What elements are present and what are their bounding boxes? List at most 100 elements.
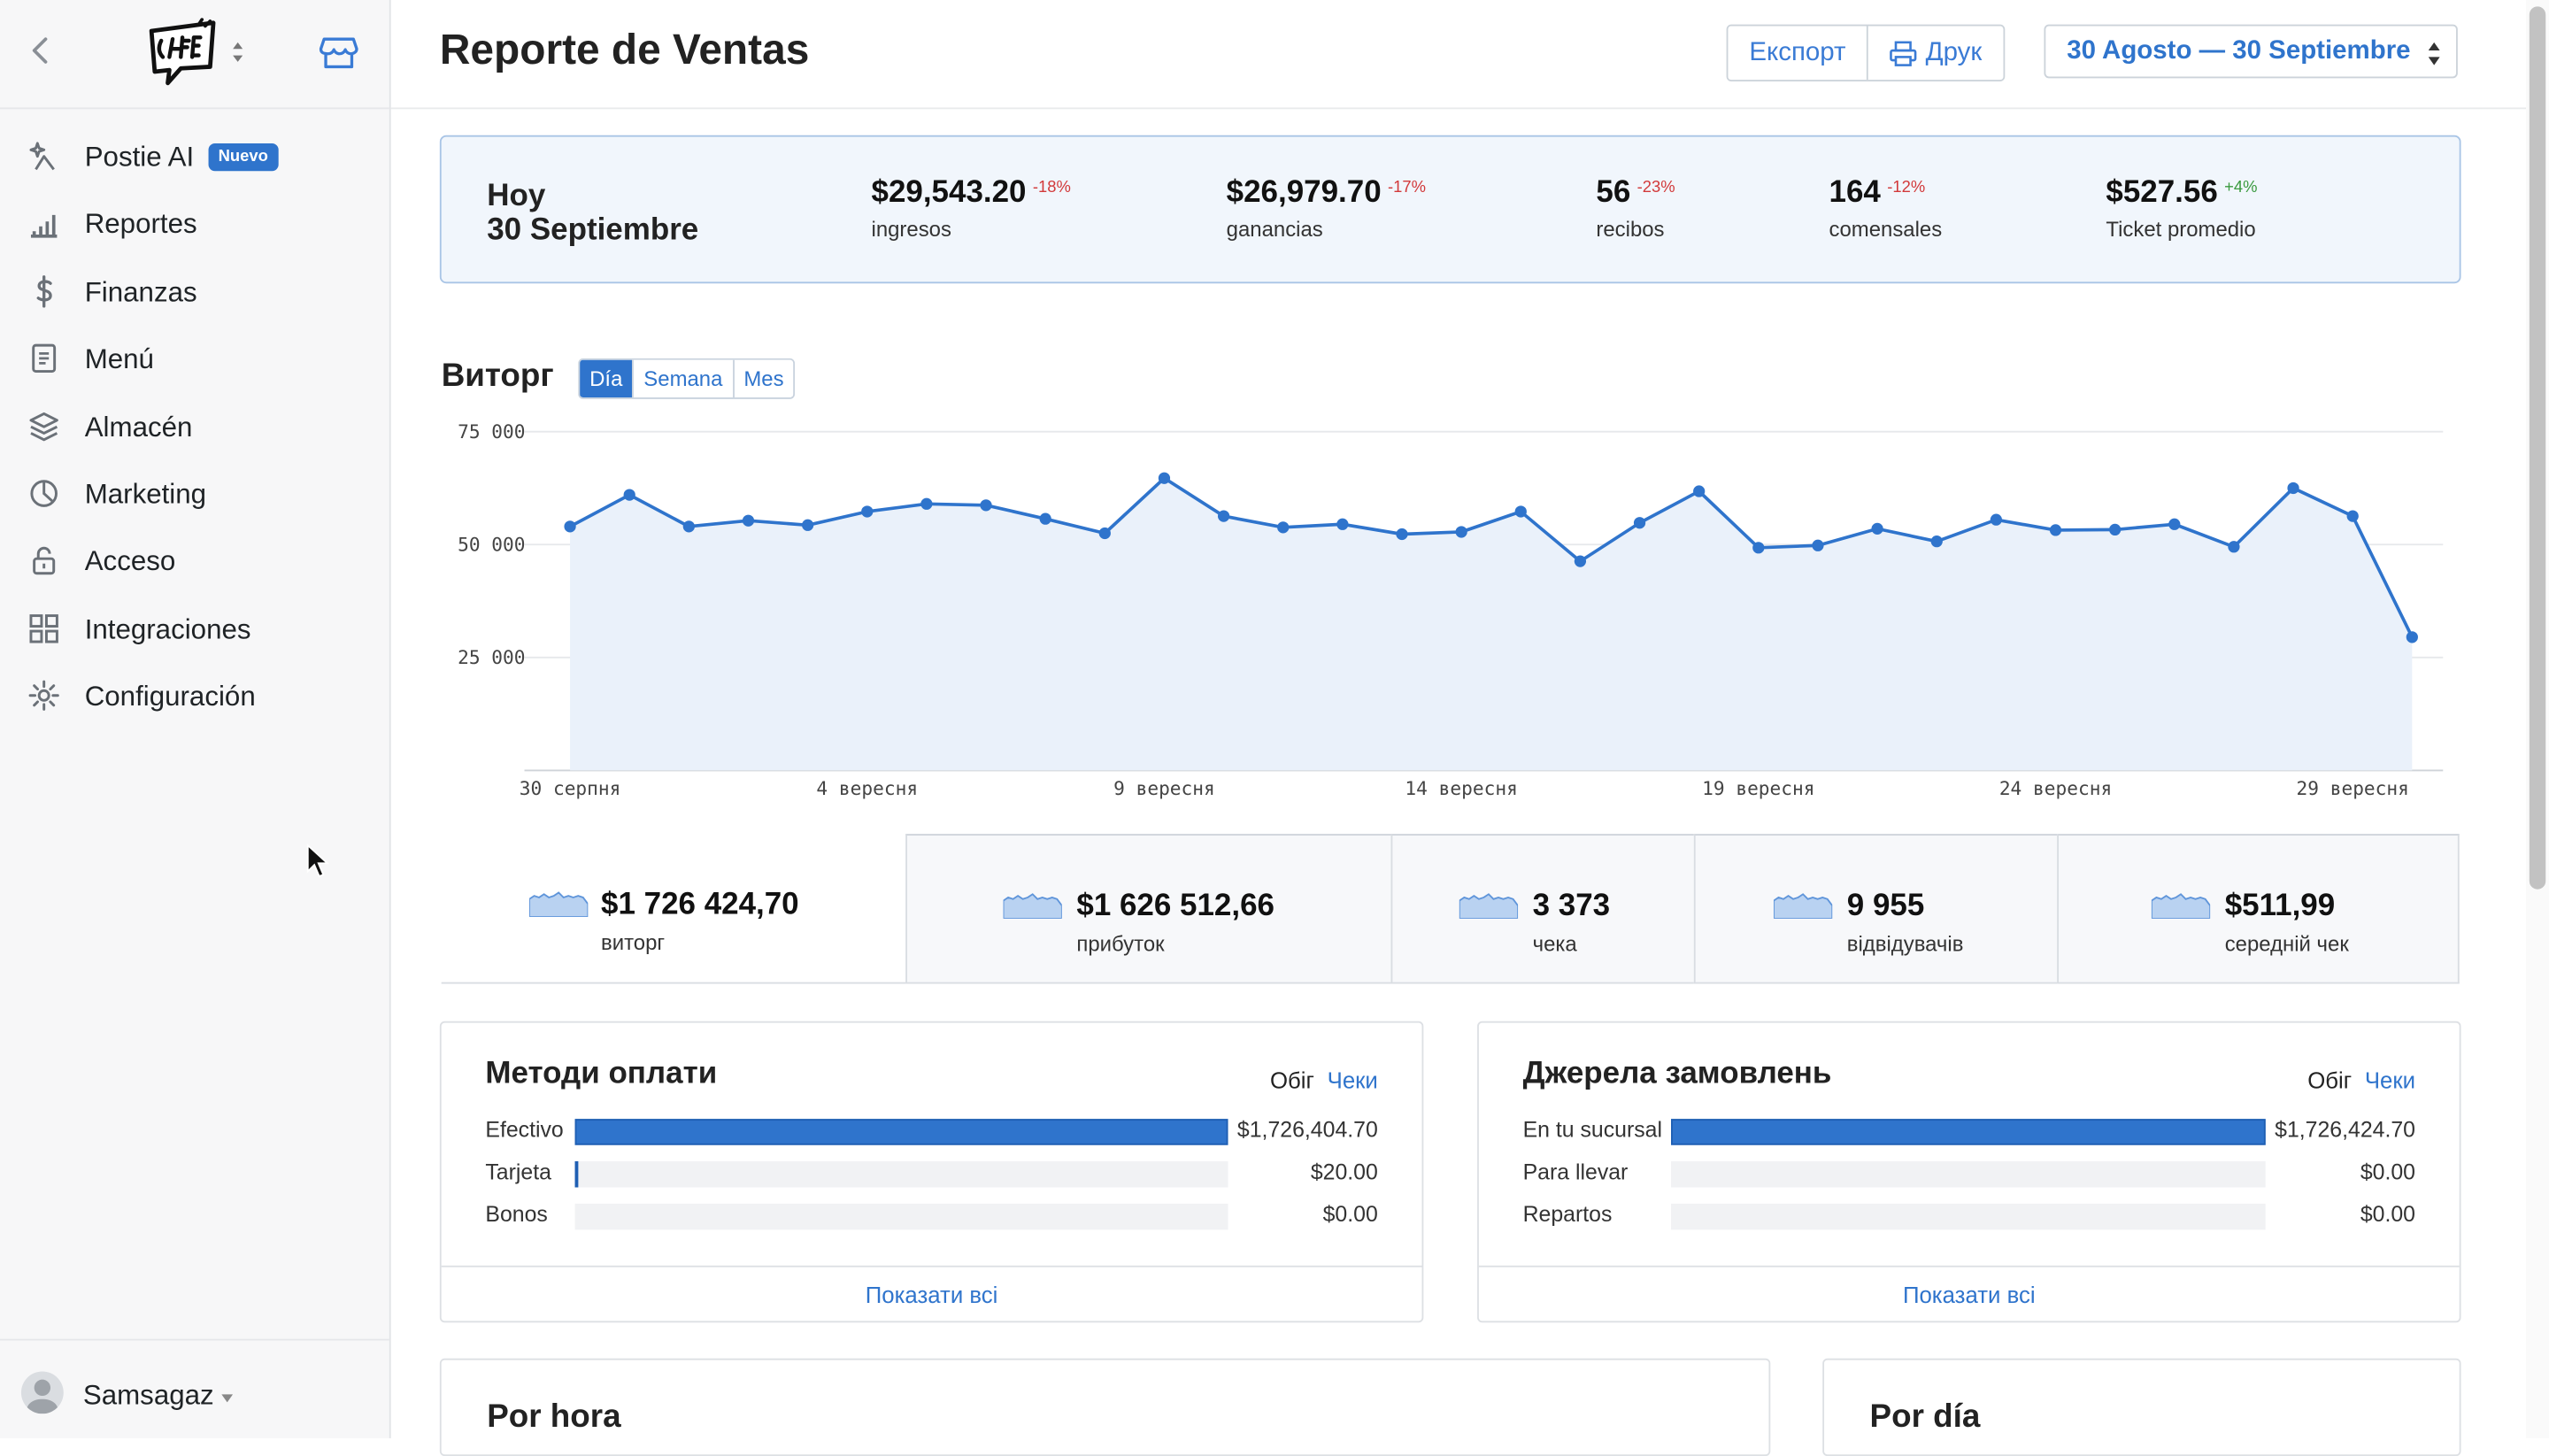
period-month-button[interactable]: Mes xyxy=(732,359,794,398)
y-tick-label: 75 000 xyxy=(458,420,525,443)
sidebar-item-postie-ai[interactable]: Postie AI Nuevo xyxy=(0,124,389,191)
show-all-button[interactable]: Показати всі xyxy=(441,1265,1422,1321)
bar-label: Para llevar xyxy=(1522,1159,1629,1184)
kpi-delta: -12% xyxy=(1887,179,1926,197)
bar-track xyxy=(574,1119,1228,1145)
date-range-select[interactable]: 30 Agosto — 30 Septiembre xyxy=(2044,24,2458,79)
avatar[interactable] xyxy=(20,1371,64,1414)
print-button[interactable]: Друк xyxy=(1867,26,2004,81)
summary-value: 3 373 xyxy=(1532,889,1611,924)
sort-caret-icon xyxy=(2428,42,2440,65)
kpi-value: 56 xyxy=(1596,175,1631,211)
store-icon[interactable] xyxy=(319,35,358,70)
tab-receipts[interactable]: Чеки xyxy=(2364,1067,2416,1093)
bar-track xyxy=(1671,1119,2266,1145)
scrollbar-thumb[interactable] xyxy=(2529,6,2546,890)
date-range-value: 30 Agosto — 30 Septiembre xyxy=(2067,36,2411,65)
sidebar-item-marketing[interactable]: Marketing xyxy=(0,461,389,528)
summary-receipts[interactable]: 3 373 чека xyxy=(1390,834,1694,984)
data-point xyxy=(1277,521,1290,534)
gear-icon xyxy=(28,680,59,712)
sidebar-item-label: Acceso xyxy=(84,546,176,578)
sidebar-header xyxy=(0,0,389,110)
x-tick-label: 30 серпня xyxy=(520,777,621,799)
summary-label: відвідувачів xyxy=(1846,931,1964,957)
cafe-logo-icon[interactable] xyxy=(145,18,220,86)
sidebar-item-label: Configuración xyxy=(84,681,256,713)
kpi-value: 164 xyxy=(1829,175,1881,211)
sparkline-icon xyxy=(1003,893,1062,919)
user-name[interactable]: Samsagaz xyxy=(82,1379,214,1411)
data-point xyxy=(1990,513,2002,526)
data-point xyxy=(1217,510,1230,522)
lock-icon xyxy=(33,547,56,575)
bar-value: $20.00 xyxy=(1310,1159,1378,1184)
sidebar-item-configuracion[interactable]: Configuración xyxy=(0,663,389,730)
kpi-ticket-promedio: $527.56 +4% Ticket promedio xyxy=(2106,176,2257,242)
bar-row: Para llevar $0.00 xyxy=(1522,1159,2415,1188)
data-point xyxy=(1098,527,1111,540)
sidebar-item-reportes[interactable]: Reportes xyxy=(0,191,389,258)
sidebar-item-finanzas[interactable]: Finanzas xyxy=(0,258,389,326)
kpi-label: ganancias xyxy=(1226,216,1323,242)
show-all-button[interactable]: Показати всі xyxy=(1478,1265,2460,1321)
bar-track xyxy=(574,1161,1228,1188)
period-day-button[interactable]: Día xyxy=(580,359,633,398)
sidebar-item-label: Finanzas xyxy=(84,276,197,308)
tab-turnover[interactable]: Обіг xyxy=(2307,1067,2353,1093)
bar-label: En tu sucursal xyxy=(1522,1117,1663,1142)
bar-label: Bonos xyxy=(485,1202,548,1227)
summary-profit[interactable]: $1 626 512,66 прибуток xyxy=(905,834,1391,984)
data-point xyxy=(2346,510,2359,522)
data-point xyxy=(920,497,933,510)
data-point xyxy=(801,519,814,531)
chevron-left-icon[interactable] xyxy=(26,33,55,68)
kpi-value: $527.56 xyxy=(2106,175,2218,211)
sort-caret-icon[interactable] xyxy=(229,39,245,65)
grid-icon xyxy=(29,613,58,643)
mouse-pointer-icon xyxy=(306,844,329,878)
revenue-line xyxy=(569,476,2414,638)
summary-value: $1 626 512,66 xyxy=(1076,889,1274,924)
printer-icon xyxy=(1890,40,1917,65)
data-point xyxy=(1871,522,1883,535)
data-point xyxy=(1574,555,1587,567)
bar-row: Bonos $0.00 xyxy=(485,1202,1378,1230)
sidebar-item-acceso[interactable]: Acceso xyxy=(0,528,389,596)
y-tick-label: 50 000 xyxy=(458,534,525,556)
summary-visitors[interactable]: 9 955 відвідувачів xyxy=(1693,834,2058,984)
print-label: Друк xyxy=(1925,38,1983,66)
kpi-delta: -18% xyxy=(1032,179,1071,197)
sidebar-item-menu[interactable]: Menú xyxy=(0,326,389,393)
tab-receipts[interactable]: Чеки xyxy=(1327,1067,1378,1093)
period-week-button[interactable]: Semana xyxy=(632,359,733,398)
user-icon xyxy=(26,1379,59,1414)
summary-label: середній чек xyxy=(2224,931,2349,957)
bar-value: $0.00 xyxy=(2360,1202,2416,1227)
sparkline-icon xyxy=(2151,893,2211,919)
order-sources-card: Джерела замовлень Обіг Чеки En tu sucursa… xyxy=(1477,1021,2461,1323)
sidebar-item-almacen[interactable]: Almacén xyxy=(0,394,389,461)
data-point xyxy=(1752,542,1765,554)
export-button[interactable]: Експорт xyxy=(1728,26,1867,81)
scrollbar[interactable] xyxy=(2526,0,2549,1438)
data-point xyxy=(1455,526,1467,538)
kpi-label: comensales xyxy=(1829,216,1943,242)
tab-turnover[interactable]: Обіг xyxy=(1270,1067,1314,1093)
data-point xyxy=(682,520,695,533)
x-tick-label: 9 вересня xyxy=(1113,777,1215,799)
card-tabs: Обіг Чеки xyxy=(1270,1067,1378,1092)
summary-average-check[interactable]: $511,99 середній чек xyxy=(2057,834,2460,984)
user-menu[interactable]: Samsagaz xyxy=(0,1338,389,1440)
data-point xyxy=(861,505,874,518)
sidebar-item-integraciones[interactable]: Integraciones xyxy=(0,596,389,663)
summary-value: $511,99 xyxy=(2224,889,2336,924)
kpi-comensales: 164 -12% comensales xyxy=(1829,176,1943,242)
kpi-ingresos: $29,543.20 -18% ingresos xyxy=(872,176,1071,242)
today-summary-panel: Hoy 30 Septiembre $29,543.20 -18% ingreso… xyxy=(439,135,2461,284)
export-print-group: Експорт Друк xyxy=(1726,24,2006,82)
bar-row: Repartos $0.00 xyxy=(1523,1202,2416,1230)
caret-down-icon[interactable] xyxy=(221,1394,234,1403)
revenue-area xyxy=(570,478,2413,771)
summary-revenue[interactable]: $1 726 424,70 виторг xyxy=(441,834,906,984)
